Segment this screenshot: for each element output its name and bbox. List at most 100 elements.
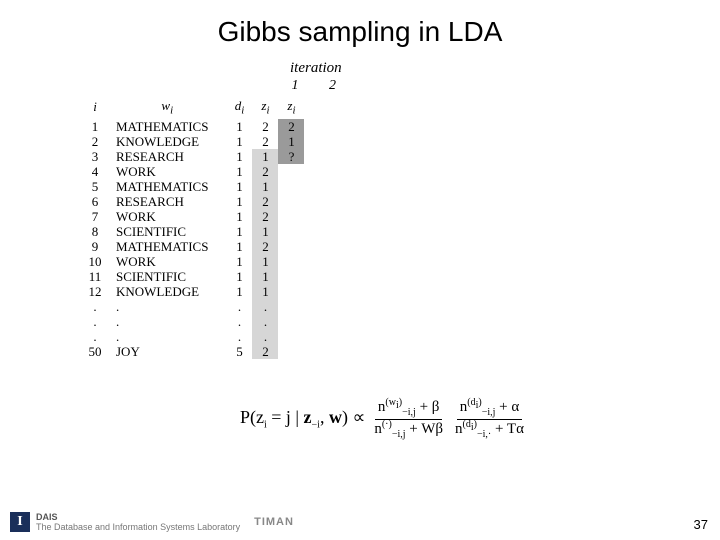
cell-word: MATHEMATICS (108, 119, 226, 134)
cell-z-iter2 (278, 269, 304, 284)
cell-i: 9 (82, 239, 108, 254)
cell-d: 1 (226, 284, 252, 299)
cell-d: 1 (226, 119, 252, 134)
cell-z-iter2 (278, 239, 304, 254)
table-row: .... (82, 329, 304, 344)
cell-d: 1 (226, 194, 252, 209)
cell-z-iter1: 2 (252, 239, 278, 254)
cell-z-iter1: 1 (252, 149, 278, 164)
table-row: 6RESEARCH12 (82, 194, 304, 209)
cell-d: 1 (226, 224, 252, 239)
slide-title: Gibbs sampling in LDA (0, 0, 720, 48)
cell-word: . (108, 329, 226, 344)
footer: I DAIS The Database and Information Syst… (10, 512, 294, 532)
illinois-logo-icon: I (10, 512, 30, 532)
cell-word: WORK (108, 164, 226, 179)
cell-i: 50 (82, 344, 108, 359)
cell-z-iter1: 2 (252, 194, 278, 209)
table-row: 50JOY52 (82, 344, 304, 359)
cell-i: 12 (82, 284, 108, 299)
table-header-row: i wi di zi zi (82, 96, 304, 119)
page-number: 37 (694, 517, 708, 532)
cell-z-iter2 (278, 254, 304, 269)
cell-i: . (82, 329, 108, 344)
cell-z-iter2 (278, 314, 304, 329)
cell-word: WORK (108, 209, 226, 224)
cell-i: 6 (82, 194, 108, 209)
cell-z-iter1: 1 (252, 284, 278, 299)
cell-d: 1 (226, 149, 252, 164)
cell-d: . (226, 329, 252, 344)
table-row: 7WORK12 (82, 209, 304, 224)
cell-z-iter2 (278, 284, 304, 299)
cell-z-iter1: 2 (252, 134, 278, 149)
table-row: 1MATHEMATICS122 (82, 119, 304, 134)
cell-z-iter2: 2 (278, 119, 304, 134)
cell-z-iter1: 1 (252, 254, 278, 269)
iter-label-1: 1 (278, 78, 312, 94)
formula-lhs: P(zi = j | z−i, w) ∝ (240, 407, 365, 431)
cell-z-iter1: 2 (252, 344, 278, 359)
cell-word: RESEARCH (108, 194, 226, 209)
gibbs-table: i wi di zi zi 1MATHEMATICS1222KNOWLEDGE1… (82, 96, 304, 359)
cell-word: KNOWLEDGE (108, 134, 226, 149)
col-header-z1: zi (252, 96, 278, 119)
cell-z-iter1: 2 (252, 209, 278, 224)
lab-full-name: The Database and Information Systems Lab… (36, 522, 240, 532)
cell-word: WORK (108, 254, 226, 269)
cell-i: 7 (82, 209, 108, 224)
cell-i: 3 (82, 149, 108, 164)
table-row: 12KNOWLEDGE11 (82, 284, 304, 299)
table-row: 2KNOWLEDGE121 (82, 134, 304, 149)
cell-word: KNOWLEDGE (108, 284, 226, 299)
cell-i: 11 (82, 269, 108, 284)
cell-d: 5 (226, 344, 252, 359)
cell-z-iter2 (278, 299, 304, 314)
cell-i: 10 (82, 254, 108, 269)
table-row: .... (82, 299, 304, 314)
cell-word: MATHEMATICS (108, 179, 226, 194)
cell-z-iter1: 1 (252, 224, 278, 239)
formula-frac-1: n(wi)−i,j + β n(·)−i,j + Wβ (371, 398, 446, 440)
iteration-labels: 1 2 (278, 78, 350, 94)
table-row: 10WORK11 (82, 254, 304, 269)
cell-z-iter2 (278, 224, 304, 239)
cell-d: 1 (226, 254, 252, 269)
cell-d: . (226, 314, 252, 329)
table-row: 8SCIENTIFIC11 (82, 224, 304, 239)
cell-word: MATHEMATICS (108, 239, 226, 254)
table-row: 9MATHEMATICS12 (82, 239, 304, 254)
table-row: 4WORK12 (82, 164, 304, 179)
iter-label-2: 2 (316, 78, 350, 94)
cell-d: 1 (226, 164, 252, 179)
cell-z-iter2 (278, 209, 304, 224)
cell-i: 2 (82, 134, 108, 149)
cell-z-iter1: 1 (252, 179, 278, 194)
cell-word: SCIENTIFIC (108, 269, 226, 284)
cell-i: 4 (82, 164, 108, 179)
cell-word: RESEARCH (108, 149, 226, 164)
cell-z-iter2 (278, 194, 304, 209)
cell-z-iter1: 2 (252, 119, 278, 134)
cell-d: . (226, 299, 252, 314)
table-row: 5MATHEMATICS11 (82, 179, 304, 194)
cell-d: 1 (226, 239, 252, 254)
cell-word: . (108, 299, 226, 314)
iteration-header: iteration (290, 60, 342, 77)
lab-labels: DAIS The Database and Information System… (36, 512, 240, 532)
cell-i: 8 (82, 224, 108, 239)
cell-d: 1 (226, 134, 252, 149)
cell-z-iter2 (278, 329, 304, 344)
timan-label: TIMAN (254, 516, 294, 528)
cell-z-iter1: 2 (252, 164, 278, 179)
cell-i: 5 (82, 179, 108, 194)
cell-z-iter2 (278, 164, 304, 179)
cell-word: SCIENTIFIC (108, 224, 226, 239)
cell-d: 1 (226, 179, 252, 194)
col-header-w: wi (108, 96, 226, 119)
cell-d: 1 (226, 269, 252, 284)
col-header-i: i (82, 96, 108, 119)
cell-d: 1 (226, 209, 252, 224)
cell-z-iter1: . (252, 299, 278, 314)
table-row: .... (82, 314, 304, 329)
